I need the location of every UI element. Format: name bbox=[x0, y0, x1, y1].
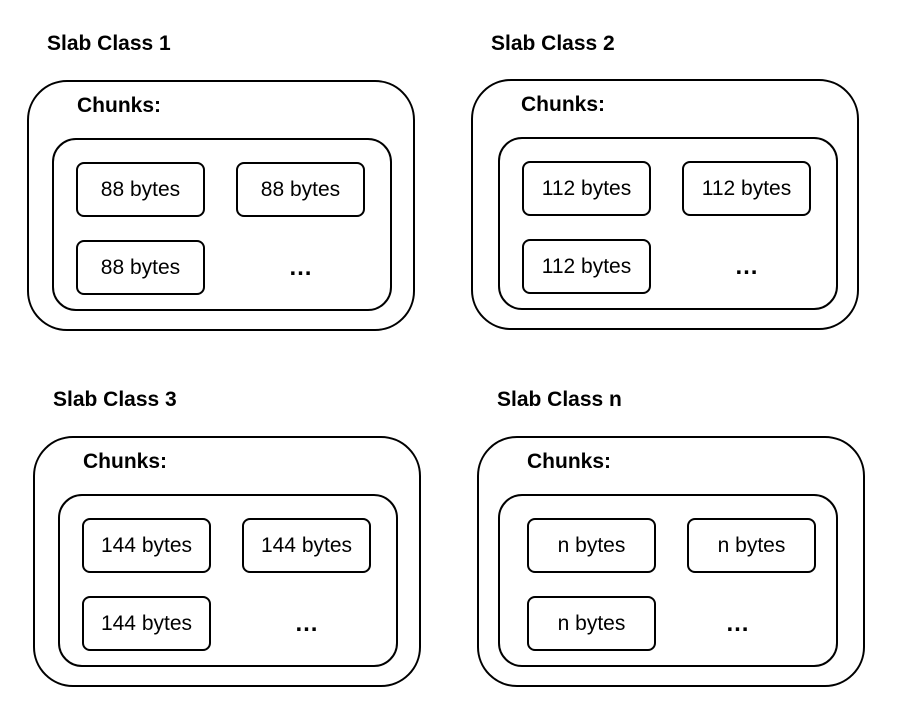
chunks-container: n bytes n bytes n bytes … bbox=[498, 494, 838, 667]
chunk-box: 144 bytes bbox=[82, 596, 211, 651]
slab-class-1-box: Chunks: 88 bytes 88 bytes 88 bytes … bbox=[27, 80, 415, 331]
chunk-box: 112 bytes bbox=[522, 161, 651, 216]
chunk-box: 144 bytes bbox=[242, 518, 371, 573]
chunks-label: Chunks: bbox=[521, 93, 605, 116]
chunk-box: 112 bytes bbox=[522, 239, 651, 294]
chunk-box: n bytes bbox=[527, 596, 656, 651]
slab-class-2-title: Slab Class 2 bbox=[491, 32, 615, 55]
more-chunks-ellipsis: … bbox=[725, 609, 750, 637]
chunks-label: Chunks: bbox=[77, 94, 161, 117]
more-chunks-ellipsis: … bbox=[288, 253, 313, 281]
slab-class-3-title: Slab Class 3 bbox=[53, 388, 177, 411]
slab-class-n-box: Chunks: n bytes n bytes n bytes … bbox=[477, 436, 865, 687]
chunks-label: Chunks: bbox=[527, 450, 611, 473]
more-chunks-ellipsis: … bbox=[734, 252, 759, 280]
slab-class-1-title: Slab Class 1 bbox=[47, 32, 171, 55]
chunk-box: n bytes bbox=[687, 518, 816, 573]
chunks-container: 144 bytes 144 bytes 144 bytes … bbox=[58, 494, 398, 667]
chunk-box: n bytes bbox=[527, 518, 656, 573]
chunk-box: 112 bytes bbox=[682, 161, 811, 216]
slab-class-3-box: Chunks: 144 bytes 144 bytes 144 bytes … bbox=[33, 436, 421, 687]
chunk-box: 88 bytes bbox=[76, 240, 205, 295]
chunks-label: Chunks: bbox=[83, 450, 167, 473]
chunks-container: 88 bytes 88 bytes 88 bytes … bbox=[52, 138, 392, 311]
chunks-container: 112 bytes 112 bytes 112 bytes … bbox=[498, 137, 838, 310]
slab-class-n-title: Slab Class n bbox=[497, 388, 622, 411]
more-chunks-ellipsis: … bbox=[294, 609, 319, 637]
slab-class-2-box: Chunks: 112 bytes 112 bytes 112 bytes … bbox=[471, 79, 859, 330]
chunk-box: 88 bytes bbox=[236, 162, 365, 217]
chunk-box: 144 bytes bbox=[82, 518, 211, 573]
chunk-box: 88 bytes bbox=[76, 162, 205, 217]
